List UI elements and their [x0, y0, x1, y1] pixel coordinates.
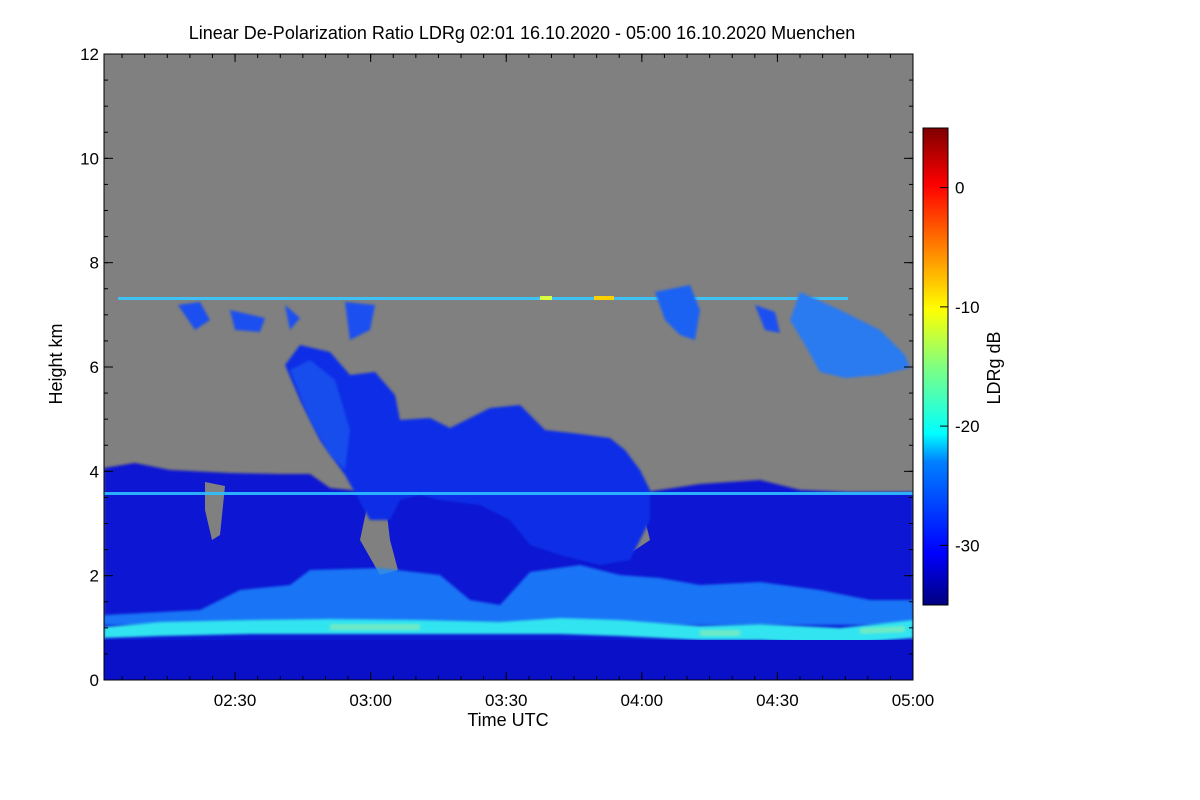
colorbar-tick-label: -10 [955, 298, 980, 317]
x-tick-label: 05:00 [892, 691, 935, 710]
region-boundary-layer-grey-gap-3 [205, 482, 225, 540]
x-tick-label: 04:00 [621, 691, 664, 710]
y-tick-label: 12 [80, 45, 99, 64]
region-cirrus-right [790, 292, 910, 378]
y-tick-label: 2 [90, 567, 99, 586]
chart-title: Linear De-Polarization Ratio LDRg 02:01 … [189, 23, 855, 43]
colorbar-tick-label: -30 [955, 536, 980, 555]
y-tick-label: 4 [90, 462, 99, 481]
colorbar-tick-label: -20 [955, 417, 980, 436]
region-mid-cloud-streak [290, 360, 350, 470]
y-axis-label: Height km [46, 323, 66, 404]
colorbar-ticks: -30 -20 -10 0 [940, 179, 980, 555]
y-tick-label: 10 [80, 149, 99, 168]
region-mid-cloud [285, 345, 650, 565]
y-tick-label: 0 [90, 671, 99, 690]
y-axis: 0 2 4 6 8 10 12 [80, 45, 913, 690]
region-bl-top-band [104, 565, 913, 625]
heatmap-field [104, 285, 913, 680]
region-aerosol-top-core [330, 624, 905, 636]
x-tick-label: 04:30 [756, 691, 799, 710]
region-thin-layer-high-yellow [594, 296, 614, 300]
region-cirrus-mid [655, 285, 700, 340]
x-tick-label: 03:00 [349, 691, 392, 710]
region-thin-layer-low [104, 492, 913, 495]
y-tick-label: 6 [90, 358, 99, 377]
y-tick-label: 8 [90, 254, 99, 273]
x-tick-label: 03:30 [485, 691, 528, 710]
region-thin-layer-high-yellow-2 [540, 296, 552, 300]
region-cirrus-right-small [755, 305, 780, 333]
x-axis: 02:30 03:00 03:30 04:00 04:30 05:00 [121, 54, 935, 710]
x-axis-label: Time UTC [467, 710, 548, 730]
region-aerosol-top [104, 618, 913, 644]
region-cirrus-left [178, 302, 375, 340]
region-surface [104, 640, 913, 680]
region-thin-layer-high [118, 297, 848, 300]
colorbar-tick-label: 0 [955, 179, 964, 198]
colorbar [922, 127, 949, 606]
colorbar-label: LDRg dB [984, 331, 1004, 404]
x-tick-label: 02:30 [214, 691, 257, 710]
